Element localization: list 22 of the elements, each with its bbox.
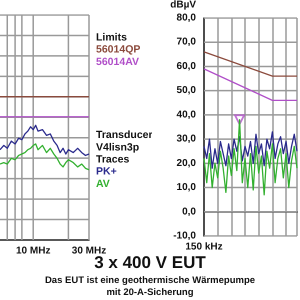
text: 56014QP: [96, 44, 140, 56]
text: V4lisn3p: [96, 141, 140, 154]
y-tick-label: 60,0: [176, 60, 196, 72]
series-label: AV: [96, 178, 110, 190]
y-tick-label: 20,0: [176, 158, 196, 169]
y-tick-label: 80,0: [176, 12, 196, 24]
y-axis-title: dBµV: [170, 0, 196, 10]
text: Das EUT ist eine geothermische Wärmepumpe mit 20-A-Sicherung: [44, 275, 256, 299]
series-label: PK+: [96, 166, 117, 178]
x-tick-label: 150 kHz: [185, 242, 223, 252]
text: 56014AV: [96, 56, 140, 68]
text: Traces: [96, 154, 130, 166]
text: Limits: [96, 32, 128, 44]
y-tick-label: 40,0: [176, 109, 196, 120]
line-series: [203, 131, 298, 169]
y-tick-label: 10,0: [176, 182, 196, 194]
y-tick-label: -10,0: [173, 230, 196, 242]
x-tick-label: 10 MHz: [16, 246, 50, 256]
y-tick-label: 70,0: [176, 36, 196, 48]
y-tick-label: 0,0: [182, 206, 196, 218]
y-tick-label: 30,0: [176, 134, 196, 145]
y-tick-label: 50,0: [176, 85, 196, 96]
